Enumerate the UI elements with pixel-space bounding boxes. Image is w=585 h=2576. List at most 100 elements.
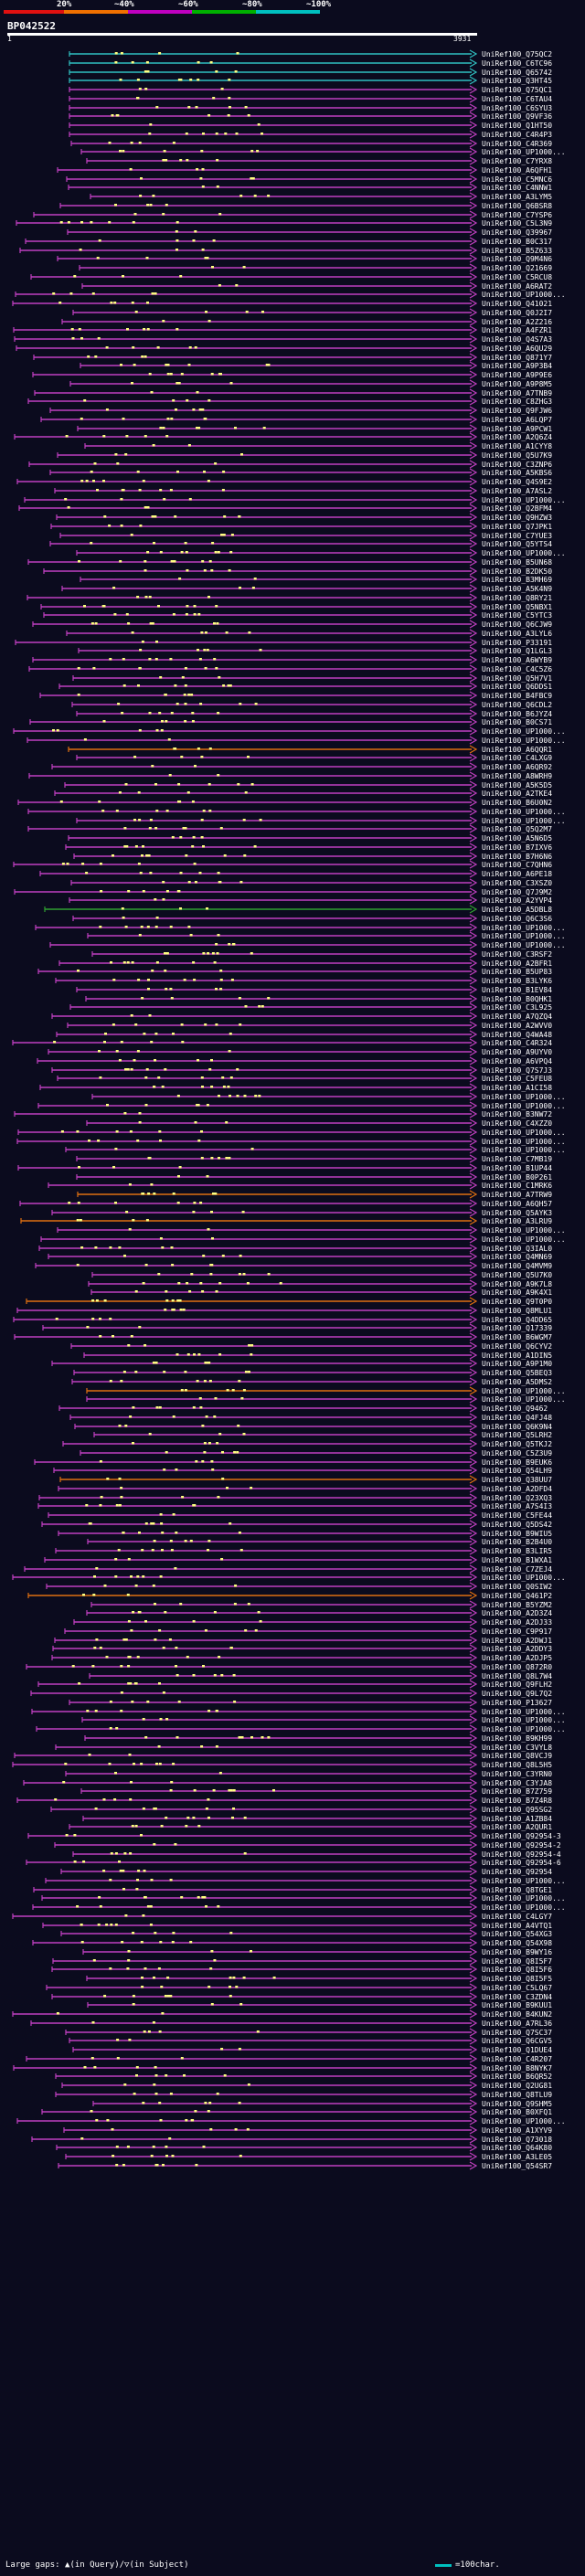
- hit-label[interactable]: UniRef100_A2Q6Z4: [482, 433, 553, 442]
- hit-row[interactable]: UniRef100_B0P261: [0, 1171, 585, 1182]
- hit-row[interactable]: UniRef100_A2D3Z4: [0, 1608, 585, 1618]
- hit-row[interactable]: UniRef100_UP1000...: [0, 1100, 585, 1111]
- hit-row[interactable]: UniRef100_UP1000...: [0, 1092, 585, 1102]
- hit-label[interactable]: UniRef100_Q3IAL0: [482, 1244, 553, 1253]
- hit-label[interactable]: UniRef100_C7QHN6: [482, 861, 553, 870]
- hit-label[interactable]: UniRef100_B3LYK6: [482, 977, 553, 985]
- hit-label[interactable]: UniRef100_A7TRW9: [482, 1191, 553, 1199]
- hit-row[interactable]: UniRef100_C7QHN6: [0, 860, 585, 870]
- hit-label[interactable]: UniRef100_B1UP44: [482, 1163, 553, 1172]
- hit-label[interactable]: UniRef100_Q8I5F5: [482, 1975, 553, 1983]
- hit-row[interactable]: UniRef100_Q75QC2: [0, 49, 585, 59]
- hit-row[interactable]: UniRef100_UP1000...: [0, 1715, 585, 1725]
- hit-row[interactable]: UniRef100_A1CYY8: [0, 441, 585, 451]
- hit-label[interactable]: UniRef100_UP1000...: [482, 1092, 566, 1101]
- hit-row[interactable]: UniRef100_C5RCU8: [0, 272, 585, 282]
- hit-row[interactable]: UniRef100_C5YTC3: [0, 610, 585, 620]
- hit-label[interactable]: UniRef100_Q9M4N6: [482, 255, 553, 264]
- hit-row[interactable]: UniRef100_Q4S7A3: [0, 334, 585, 345]
- hit-row[interactable]: UniRef100_Q872R0: [0, 1662, 585, 1672]
- hit-row[interactable]: UniRef100_A5N6D5: [0, 833, 585, 843]
- hit-label[interactable]: UniRef100_UP1000...: [482, 1574, 566, 1583]
- hit-label[interactable]: UniRef100_C9P917: [482, 1627, 553, 1636]
- hit-label[interactable]: UniRef100_Q9T0P0: [482, 1298, 553, 1306]
- hit-row[interactable]: UniRef100_A1CI58: [0, 1083, 585, 1093]
- hit-label[interactable]: UniRef100_Q5TKJ2: [482, 1440, 553, 1448]
- hit-label[interactable]: UniRef100_C5L3N9: [482, 219, 553, 228]
- hit-row[interactable]: UniRef100_A6QH57: [0, 1199, 585, 1209]
- hit-row[interactable]: UniRef100_A3LE05: [0, 2152, 585, 2162]
- hit-row[interactable]: UniRef100_B8NYK7: [0, 2062, 585, 2073]
- hit-row[interactable]: UniRef100_A6VPQ4: [0, 1056, 585, 1066]
- hit-label[interactable]: UniRef100_A5KBS6: [482, 469, 553, 478]
- hit-label[interactable]: UniRef100_UP1000...: [482, 1146, 566, 1155]
- hit-label[interactable]: UniRef100_UP1000...: [482, 1894, 566, 1903]
- hit-row[interactable]: UniRef100_C1MRK6: [0, 1181, 585, 1191]
- hit-row[interactable]: UniRef100_A3LYL6: [0, 629, 585, 639]
- hit-label[interactable]: UniRef100_A2YVP4: [482, 896, 553, 906]
- hit-label[interactable]: UniRef100_C3L925: [482, 1003, 553, 1012]
- hit-label[interactable]: UniRef100_A2DFD4: [482, 1484, 553, 1493]
- hit-row[interactable]: UniRef100_B6WGM7: [0, 1332, 585, 1342]
- hit-label[interactable]: UniRef100_C4R207: [482, 2054, 553, 2063]
- hit-label[interactable]: UniRef100_UP1000...: [482, 495, 566, 504]
- hit-row[interactable]: UniRef100_Q4DD65: [0, 1314, 585, 1325]
- hit-label[interactable]: UniRef100_Q5H7V1: [482, 673, 553, 683]
- hit-row[interactable]: UniRef100_A3LYM5: [0, 192, 585, 202]
- hit-row[interactable]: UniRef100_B5YZM2: [0, 1599, 585, 1610]
- hit-row[interactable]: UniRef100_B3NW72: [0, 1109, 585, 1119]
- hit-row[interactable]: UniRef100_Q9462: [0, 1404, 585, 1414]
- hit-row[interactable]: UniRef100_P13627: [0, 1698, 585, 1708]
- hit-label[interactable]: UniRef100_Q5U7K9: [482, 451, 553, 460]
- hit-row[interactable]: UniRef100_Q5H7V1: [0, 673, 585, 684]
- hit-label[interactable]: UniRef100_Q4S9E2: [482, 478, 553, 486]
- hit-row[interactable]: UniRef100_A6PE18: [0, 869, 585, 879]
- hit-label[interactable]: UniRef100_Q8L7W4: [482, 1671, 553, 1680]
- hit-label[interactable]: UniRef100_Q92954-4: [482, 1850, 561, 1859]
- hit-row[interactable]: UniRef100_Q6DDS1: [0, 682, 585, 692]
- hit-row[interactable]: UniRef100_UP1000...: [0, 2116, 585, 2126]
- hit-label[interactable]: UniRef100_UP1000...: [482, 816, 566, 825]
- hit-label[interactable]: UniRef100_B7H6N6: [482, 852, 553, 861]
- hit-row[interactable]: UniRef100_A9PCW1: [0, 423, 585, 434]
- hit-label[interactable]: UniRef100_A5DBL8: [482, 906, 553, 914]
- hit-label[interactable]: UniRef100_C7ZEJ4: [482, 1564, 553, 1574]
- hit-row[interactable]: UniRef100_A5KBS6: [0, 468, 585, 478]
- hit-label[interactable]: UniRef100_C3RSF2: [482, 949, 553, 959]
- hit-row[interactable]: UniRef100_A6QQR1: [0, 744, 585, 755]
- hit-row[interactable]: UniRef100_Q7SC37: [0, 2027, 585, 2038]
- hit-row[interactable]: UniRef100_A9K7L8: [0, 1278, 585, 1289]
- hit-row[interactable]: UniRef100_A5DBL8: [0, 905, 585, 915]
- hit-label[interactable]: UniRef100_Q6CYV2: [482, 1341, 553, 1351]
- hit-row[interactable]: UniRef100_Q8I5F6: [0, 1965, 585, 1975]
- hit-row[interactable]: UniRef100_Q7JPK1: [0, 522, 585, 532]
- hit-row[interactable]: UniRef100_Q75QC1: [0, 85, 585, 95]
- hit-row[interactable]: UniRef100_B0C317: [0, 237, 585, 247]
- hit-label[interactable]: UniRef100_A7S4I3: [482, 1502, 553, 1511]
- hit-row[interactable]: UniRef100_C3L925: [0, 1002, 585, 1012]
- hit-label[interactable]: UniRef100_A2DJ33: [482, 1618, 553, 1627]
- hit-label[interactable]: UniRef100_UP1000...: [482, 1128, 566, 1137]
- hit-row[interactable]: UniRef100_Q461P2: [0, 1591, 585, 1601]
- hit-label[interactable]: UniRef100_A6LQP7: [482, 415, 553, 424]
- hit-label[interactable]: UniRef100_C4NNW1: [482, 184, 553, 193]
- hit-row[interactable]: UniRef100_Q5DS42: [0, 1520, 585, 1530]
- hit-label[interactable]: UniRef100_A6VPQ4: [482, 1056, 553, 1065]
- hit-row[interactable]: UniRef100_Q5LRH2: [0, 1430, 585, 1440]
- hit-label[interactable]: UniRef100_C3YRN0: [482, 1769, 553, 1778]
- hit-row[interactable]: UniRef100_UP1000...: [0, 1893, 585, 1903]
- hit-label[interactable]: UniRef100_Q872R0: [482, 1662, 553, 1671]
- hit-row[interactable]: UniRef100_B0XFQ1: [0, 2107, 585, 2117]
- hit-row[interactable]: UniRef100_C4XZZ0: [0, 1118, 585, 1129]
- hit-row[interactable]: UniRef100_Q5NBX1: [0, 601, 585, 612]
- hit-label[interactable]: UniRef100_A6QR92: [482, 763, 553, 771]
- hit-label[interactable]: UniRef100_A6WYB9: [482, 656, 553, 664]
- hit-row[interactable]: UniRef100_Q92954: [0, 1867, 585, 1877]
- hit-label[interactable]: UniRef100_A2DDY3: [482, 1645, 553, 1654]
- hit-label[interactable]: UniRef100_UP1000...: [482, 1137, 566, 1146]
- hit-label[interactable]: UniRef100_A9P1M0: [482, 1360, 553, 1369]
- hit-label[interactable]: UniRef100_C5RCU8: [482, 272, 553, 281]
- hit-label[interactable]: UniRef100_B0CS71: [482, 718, 553, 727]
- hit-row[interactable]: UniRef100_Q871Y7: [0, 352, 585, 363]
- hit-row[interactable]: UniRef100_Q8L7W4: [0, 1670, 585, 1681]
